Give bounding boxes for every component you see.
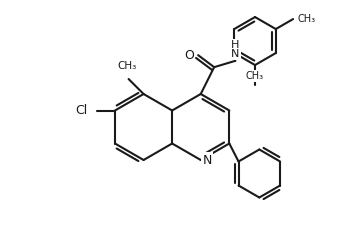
Text: CH₃: CH₃	[246, 71, 264, 81]
Text: H
N: H N	[231, 40, 239, 59]
Text: Cl: Cl	[75, 104, 87, 117]
Text: N: N	[203, 153, 212, 166]
Text: CH₃: CH₃	[297, 14, 315, 24]
Text: O: O	[184, 49, 194, 62]
Text: CH₃: CH₃	[117, 61, 136, 71]
